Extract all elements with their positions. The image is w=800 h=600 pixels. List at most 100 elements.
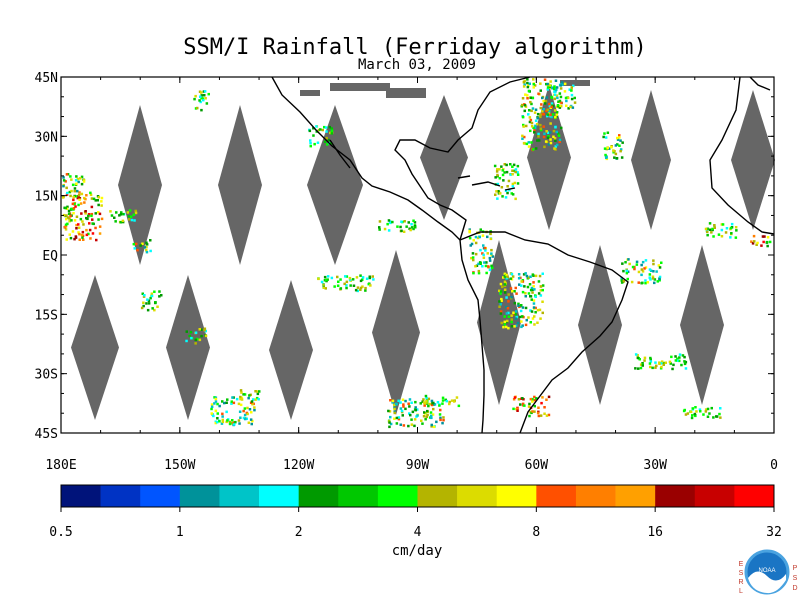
rain-cell [73,219,77,222]
rain-cell [244,417,247,421]
rain-cell [499,303,502,306]
rain-cell [683,362,687,366]
rain-cell [361,285,364,288]
rain-cell [531,148,535,151]
rain-cell [554,126,557,129]
rain-cell [567,107,570,110]
rain-cell [520,280,523,283]
rain-cell [550,102,554,105]
rain-cell [62,179,66,182]
colorbar-swatch [100,485,141,507]
rain-cell [158,290,161,293]
rain-cell [496,182,500,186]
rain-cell [247,421,251,424]
rain-cell [97,218,100,221]
rain-cell [678,353,682,356]
rain-cell [499,282,503,286]
rain-cell [568,88,571,91]
rain-cell [505,170,509,174]
logo-letter: E [739,561,744,568]
rain-cell [520,325,523,329]
rain-cell [100,217,104,221]
rain-cell [637,270,641,274]
rain-cell [708,228,712,231]
rain-cell [100,204,103,207]
rain-cell [85,233,89,237]
rain-cell [336,275,339,279]
figure-title: SSM/I Rainfall (Ferriday algorithm) [183,35,647,60]
rain-cell [430,399,434,403]
no-data-gap [386,88,426,98]
rain-cell [648,273,652,276]
rain-cell [534,306,537,310]
rain-cell [510,192,513,195]
rain-cell [533,395,536,399]
rain-cell [424,394,428,398]
rain-cell [70,207,73,211]
rain-cell [220,422,224,425]
rain-cell [248,408,252,411]
rain-cell [118,214,121,217]
rain-cell [309,141,312,145]
rain-cell [251,402,254,406]
rain-cell [541,300,544,303]
rain-cell [321,128,324,132]
rain-cell [539,82,542,85]
rain-cell [704,410,708,413]
rain-cell [735,229,738,232]
rain-cell [533,288,536,291]
rain-cell [633,267,636,271]
rain-cell [553,147,556,150]
rain-cell [94,212,97,215]
colorbar-swatch [694,485,735,507]
rain-cell [670,355,673,359]
coastline [329,139,351,169]
rain-cell [641,362,644,365]
rain-cell [528,414,531,418]
rain-cell [708,412,711,415]
rain-cell [489,237,493,241]
rain-cell [356,286,360,289]
rain-cell [662,361,666,365]
rain-cell [401,414,404,417]
logo-letter: S [793,575,798,582]
rain-cell [517,302,520,306]
rain-cell [498,168,501,171]
rain-cell [402,230,406,233]
rain-cell [345,286,348,290]
rain-cell [510,318,513,321]
rain-cell [487,265,490,268]
rain-cell [544,99,548,103]
figure-date: March 03, 2009 [358,57,476,73]
rain-cell [388,421,391,424]
rain-cell [258,390,261,393]
rain-cell [237,419,241,422]
rain-cell [65,214,68,217]
rain-cell [445,399,448,403]
rain-cell [537,414,541,418]
rain-cell [66,191,69,195]
rain-cell [547,395,551,399]
rain-cell [751,242,755,245]
rain-cell [65,238,68,241]
rain-cell [664,361,667,364]
rain-cell [507,315,510,318]
logo-letter: L [739,588,743,595]
rain-cell [554,139,557,142]
rain-cell [387,219,391,222]
lon-tick-label: 150W [164,458,195,473]
rain-cell [141,292,144,295]
rain-cell [719,416,722,419]
rain-cell [444,398,447,402]
rain-cell [395,422,399,425]
rain-cell [482,256,486,259]
rain-cell [753,240,756,243]
rain-cell [498,305,501,308]
rain-cell [532,285,535,288]
rain-cell [499,192,502,195]
rain-cell [365,277,369,280]
rain-cell [558,99,562,103]
rain-cell [327,138,330,142]
rain-cell [516,321,520,325]
rain-cell [430,414,433,418]
